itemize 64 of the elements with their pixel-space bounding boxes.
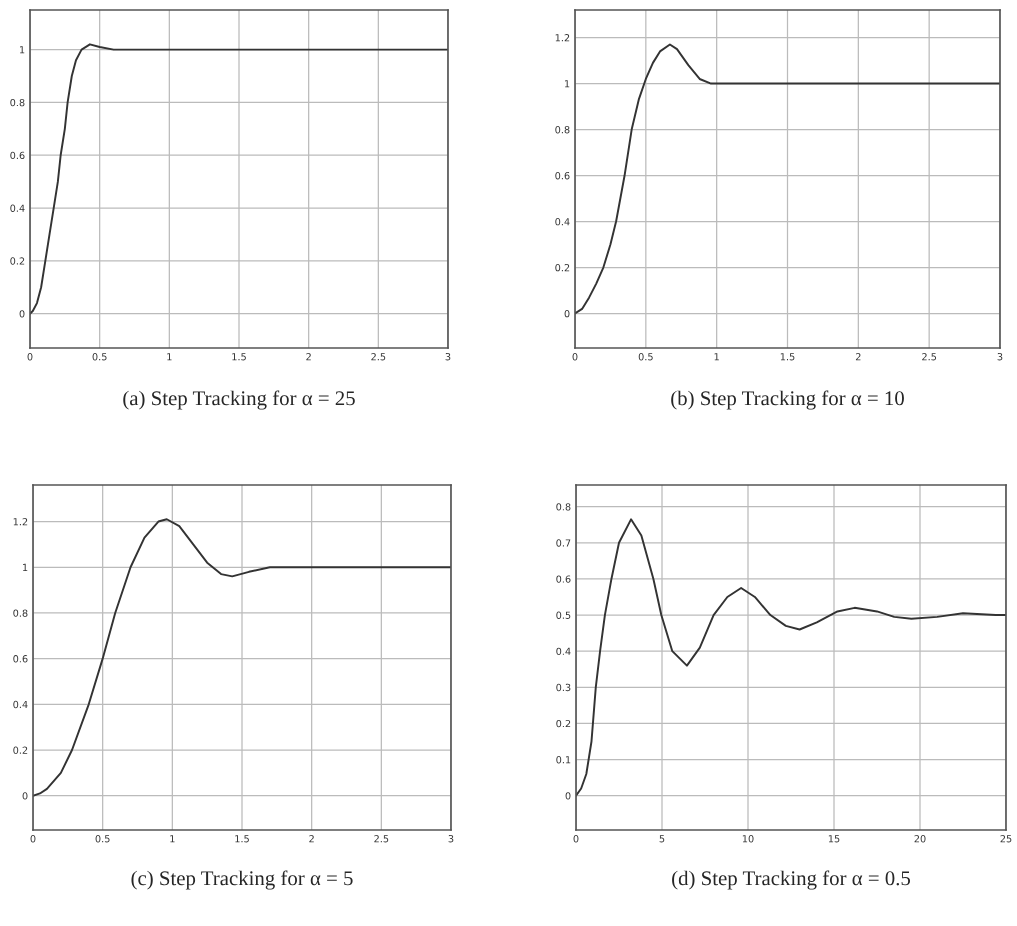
y-tick-label: 0 — [22, 792, 28, 800]
y-tick-label: 0.7 — [556, 539, 571, 547]
x-tick-label: 20 — [914, 835, 926, 843]
line-series — [576, 518, 1006, 797]
x-tick-label: 3 — [445, 353, 451, 361]
x-tick-label: 0.5 — [638, 353, 653, 361]
x-tick-label: 2 — [309, 835, 314, 843]
x-tick-label: 0 — [573, 835, 579, 843]
y-tick-label: 0.6 — [10, 151, 25, 160]
x-tick-label: 25 — [1000, 835, 1012, 843]
text: (d) Step Tracking for α = 0.5 — [672, 870, 911, 890]
y-tick-label: 1 — [20, 46, 25, 54]
y-tick-label: 1.2 — [13, 518, 28, 526]
y-tick-label: 0.2 — [10, 257, 25, 265]
text: (a) Step Tracking for α = 25 — [123, 390, 355, 410]
y-tick-label: 0.5 — [556, 611, 571, 619]
line-series — [30, 43, 448, 315]
x-tick-label: 0 — [572, 353, 578, 361]
y-tick-label: 1 — [565, 80, 570, 88]
y-tick-label: 0.6 — [555, 172, 570, 180]
y-tick-label: 0.4 — [13, 700, 28, 709]
y-tick-label: 0 — [564, 309, 570, 318]
x-tick-label: 2 — [855, 353, 861, 361]
x-tick-label: 3 — [448, 835, 454, 843]
y-tick-label: 0.2 — [556, 719, 571, 728]
line-series — [575, 43, 1000, 315]
y-tick-label: 0.6 — [13, 655, 28, 663]
text: (c) Step Tracking for α = 5 — [131, 870, 353, 890]
y-tick-label: 0.2 — [555, 264, 570, 272]
y-tick-label: 0.8 — [555, 126, 570, 134]
y-tick-label: 0.8 — [13, 609, 28, 617]
x-tick-label: 0.5 — [92, 353, 107, 361]
y-tick-label: 1 — [23, 563, 28, 571]
y-tick-label: 0.1 — [556, 756, 571, 764]
y-tick-label: 0.4 — [555, 218, 570, 226]
x-tick-label: 15 — [828, 835, 840, 843]
y-tick-label: 0 — [565, 792, 571, 800]
y-tick-label: 0.4 — [10, 204, 25, 212]
x-tick-label: 1.5 — [780, 353, 795, 361]
x-tick-label: 0 — [30, 835, 36, 843]
y-tick-label: 0.8 — [10, 98, 25, 107]
x-tick-label: 5 — [659, 835, 665, 843]
x-tick-label: 1.5 — [235, 835, 249, 843]
x-tick-label: 1.5 — [232, 353, 246, 361]
x-tick-label: 0 — [27, 353, 33, 361]
x-tick-label: 10 — [742, 835, 754, 843]
x-tick-label: 2.5 — [374, 835, 389, 843]
y-tick-label: 0 — [19, 310, 25, 318]
line-series — [33, 518, 451, 797]
x-tick-label: 0.5 — [95, 835, 110, 843]
y-tick-label: 1.2 — [555, 34, 570, 42]
text: (b) Step Tracking for α = 10 — [671, 390, 904, 410]
x-tick-label: 2.5 — [922, 353, 937, 361]
x-tick-label: 1 — [714, 353, 719, 361]
x-tick-label: 3 — [997, 353, 1003, 361]
y-tick-label: 0.8 — [556, 503, 571, 511]
x-tick-label: 1 — [170, 835, 175, 843]
y-tick-label: 0.2 — [13, 746, 28, 754]
y-tick-label: 0.4 — [556, 647, 571, 656]
x-tick-label: 2.5 — [371, 353, 386, 361]
y-tick-label: 0.3 — [556, 683, 571, 692]
x-tick-label: 1 — [167, 353, 172, 361]
x-tick-label: 2 — [306, 353, 311, 361]
y-tick-label: 0.6 — [556, 575, 571, 583]
